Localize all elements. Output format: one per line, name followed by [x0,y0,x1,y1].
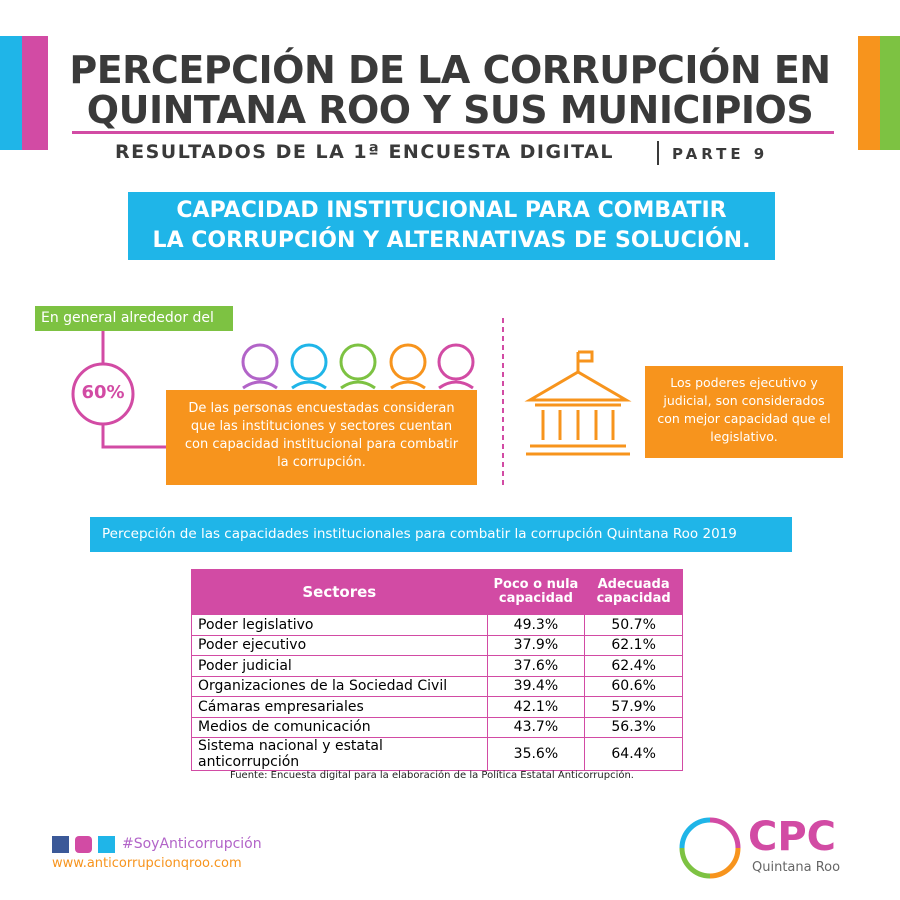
cell: Cámaras empresariales [191,696,488,718]
cell: 56.3% [584,716,683,738]
row: Poder legislativo 49.3% 50.7% [191,614,683,636]
banner-line: LA CORRUPCIÓN Y ALTERNATIVAS DE SOLUCIÓN… [152,228,751,253]
cell: 37.9% [486,634,586,656]
header-cell: Sectores [191,569,488,615]
row: Poder ejecutivo 37.9% 62.1% [191,634,683,656]
table: Sectores Poco o nula capacidad Adecuada ca… [191,569,683,771]
cell: 62.1% [584,634,683,656]
info-box: De las personas encuestadas consideran q… [166,390,477,485]
cell: 42.1% [486,696,586,718]
row: Cámaras empresariales 42.1% 57.9% [191,696,683,718]
cell: Poder legislativo [191,614,488,636]
cell: Poder ejecutivo [191,634,488,656]
percent: 60% [81,382,125,403]
table-title: Percepción de las capacidades institucio… [90,517,792,552]
cell: Sistema nacional y estatal anticorrupció… [191,737,488,771]
row: Poder judicial 37.6% 62.4% [191,655,683,677]
hashtag: #SoyAnticorrupción [122,836,262,852]
row: Sistema nacional y estatal anticorrupció… [191,737,683,771]
bar [880,36,900,150]
header-cell: Poco o nula capacidad [486,569,586,615]
bar [22,36,48,150]
faces [241,343,475,390]
logo-sub: Quintana Roo [752,860,841,875]
cell: 60.6% [584,675,683,697]
cell: 49.3% [486,614,586,636]
cell: Organizaciones de la Sociedad Civil [191,675,488,697]
circle [71,362,135,426]
building-icon [524,350,632,456]
cell: 43.7% [486,716,586,738]
cell: Medios de comunicación [191,716,488,738]
row: Organizaciones de la Sociedad Civil 39.4%… [191,675,683,697]
header-cell: Adecuada capacidad [584,569,683,615]
title: QUINTANA ROO Y SUS MUNICIPIOS [86,88,814,132]
rule [72,131,834,134]
logo: CPC [748,814,837,860]
cpc-logo [679,817,741,879]
cell: 62.4% [584,655,683,677]
cell: 50.7% [584,614,683,636]
row: Medios de comunicación 43.7% 56.3% [191,716,683,738]
bar [858,36,880,150]
source: Fuente: Encuesta digital para la elabora… [230,770,634,781]
cell: 37.6% [486,655,586,677]
header-row: Sectores Poco o nula capacidad Adecuada ca… [191,569,683,615]
label: En general alrededor del [35,306,233,331]
social-icons [52,836,115,853]
banner-line: CAPACIDAD INSTITUCIONAL PARA COMBATIR [176,198,727,223]
banner: CAPACIDAD INSTITUCIONAL PARA COMBATIR LA… [128,192,775,260]
cell: 35.6% [486,737,586,771]
connector [101,331,166,449]
cell: 57.9% [584,696,683,718]
bar [0,36,22,150]
cell: Poder judicial [191,655,488,677]
url: www.anticorrupcionqroo.com [52,856,242,871]
info-box: Los poderes ejecutivo y judicial, son co… [645,366,843,458]
part: PARTE 9 [672,145,769,163]
separator [657,141,659,165]
cell: 64.4% [584,737,683,771]
title: PERCEPCIÓN DE LA CORRUPCIÓN EN [69,48,831,92]
subtitle: RESULTADOS DE LA 1ª ENCUESTA DIGITAL [115,141,614,163]
cell: 39.4% [486,675,586,697]
